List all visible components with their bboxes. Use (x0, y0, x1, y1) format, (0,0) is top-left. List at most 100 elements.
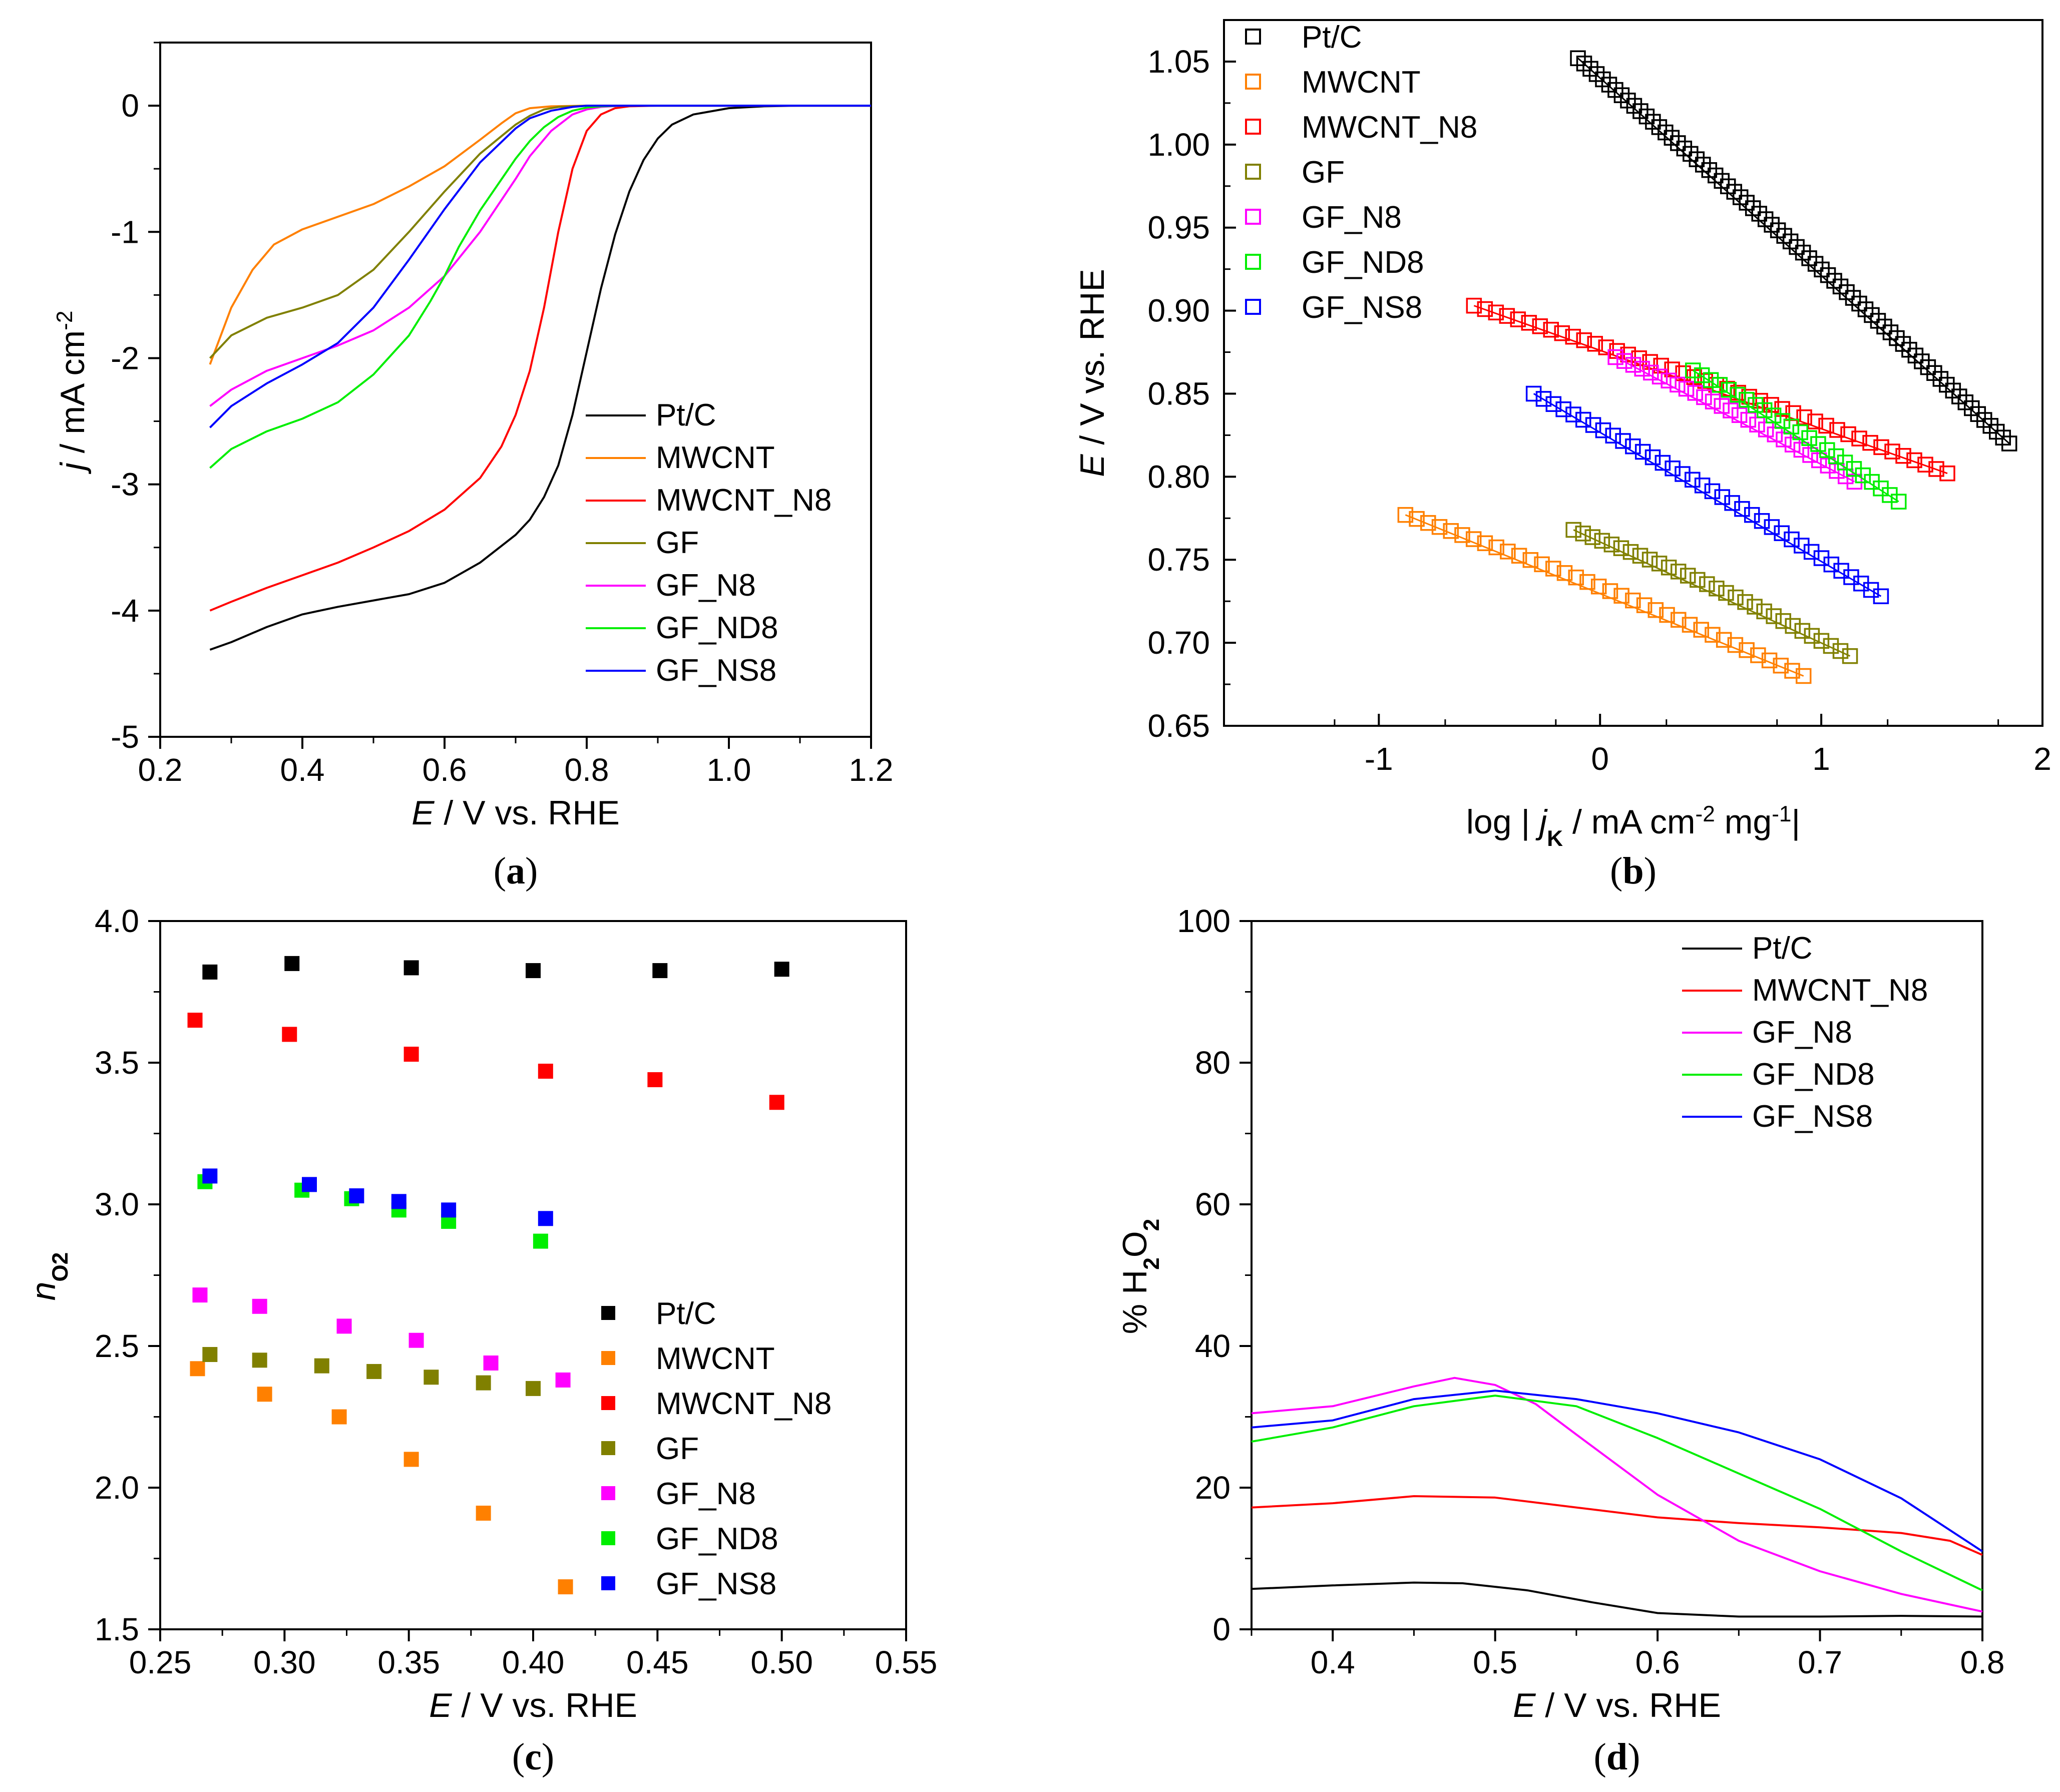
y-tick-label: -3 (111, 467, 139, 503)
y-tick-label: 1.5 (95, 1611, 139, 1647)
point-gf-n8 (1758, 421, 1774, 437)
x-tick-label: 0.6 (1635, 1644, 1680, 1680)
curve-pt-c (209, 105, 871, 651)
point-gf (1565, 522, 1581, 538)
legend-label-gf-nd8: GF_ND8 (656, 1522, 778, 1556)
point-mwcnt-n8 (538, 1063, 553, 1079)
point-gf-n8 (483, 1355, 499, 1371)
point-gf-nd8 (1685, 362, 1701, 378)
x-tick-label: 0.8 (565, 752, 609, 788)
point-gf-ns8 (391, 1194, 406, 1209)
point-gf-ns8 (1625, 438, 1641, 455)
point-gf (1775, 613, 1791, 629)
point-mwcnt (1522, 552, 1539, 568)
legend-label-gf: GF (656, 1432, 699, 1466)
y-tick-label: 0 (121, 88, 139, 124)
point-gf (1661, 559, 1677, 576)
y-axis-label-part: 2 (1139, 1219, 1164, 1231)
legend-marker-gf-n8 (601, 1486, 615, 1500)
point-gf-n8 (1678, 380, 1695, 397)
point-mwcnt-n8 (1576, 332, 1592, 348)
panel-caption-part: ( (494, 850, 506, 892)
x-tick-label: 0.55 (875, 1644, 938, 1680)
legend-marker-mwcnt (601, 1351, 615, 1365)
y-tick-label: 2.5 (95, 1328, 139, 1364)
legend-label-gf-n8: GF_N8 (656, 568, 756, 603)
x-axis-label-part: E (1513, 1686, 1536, 1724)
point-gf-n8 (555, 1372, 571, 1388)
curve-mwcnt-n8 (1251, 1495, 1983, 1556)
x-axis-label: E / V vs. RHE (429, 1686, 637, 1724)
fit-line-gf (1573, 529, 1851, 657)
legend-label-pt-c: Pt/C (656, 398, 716, 432)
legend-label-mwcnt-n8: MWCNT_N8 (1302, 110, 1477, 145)
x-axis-label-part: / V vs. RHE (452, 1686, 637, 1724)
point-mwcnt-n8 (1466, 297, 1482, 314)
panel-c-chart: 0.25 0.30 0.35 0.40 0.45 0.50 0.55 1.5 2.0 2.5 3.0… (25, 903, 937, 1778)
point-mwcnt (1716, 632, 1732, 648)
panel-caption-part: c (525, 1736, 542, 1778)
point-mwcnt (476, 1505, 491, 1521)
legend-label-gf-nd8: GF_ND8 (656, 611, 778, 645)
y-axis-label: j / mA cm-2 (53, 311, 92, 475)
x-tick-label: 0.4 (1311, 1644, 1355, 1680)
x-tick-label: 0.5 (1473, 1644, 1517, 1680)
x-tick-label: 0.45 (626, 1644, 689, 1680)
fit-line-gf-ns8 (1533, 393, 1882, 597)
x-tick-label: 1.0 (707, 752, 751, 788)
point-mwcnt (1659, 607, 1675, 623)
point-gf (1575, 526, 1591, 542)
legend-marker-gf-n8 (1245, 209, 1261, 225)
point-mwcnt (1705, 627, 1721, 643)
point-gf-n8 (1687, 385, 1703, 401)
point-gf (1832, 643, 1849, 659)
point-mwcnt-n8 (1587, 336, 1603, 352)
y-tick-label: 20 (1195, 1470, 1230, 1506)
y-axis-label-part: % H (1116, 1270, 1154, 1334)
legend-label-gf: GF (656, 526, 699, 560)
legend-label-gf-ns8: GF_NS8 (656, 653, 776, 688)
x-axis-label: E / V vs. RHE (411, 794, 620, 832)
point-gf-nd8 (1748, 397, 1764, 413)
point-mwcnt-n8 (1917, 457, 1933, 473)
point-gf-ns8 (1535, 391, 1552, 407)
point-mwcnt (1647, 602, 1664, 618)
y-axis-label: nO2 (25, 1252, 73, 1301)
point-gf-n8 (252, 1298, 267, 1314)
point-gf-n8 (1607, 349, 1623, 365)
legend-label-mwcnt-n8: MWCNT_N8 (1752, 973, 1928, 1008)
x-tick-label: 0.25 (129, 1644, 192, 1680)
curve-pt-c (1251, 1581, 1983, 1618)
point-mwcnt (1693, 622, 1709, 638)
x-axis-label-part: / mA cm (1563, 803, 1695, 841)
y-axis-label-part: O (1116, 1231, 1154, 1257)
point-gf-ns8 (1555, 401, 1571, 417)
point-gf-nd8 (1721, 381, 1737, 398)
point-mwcnt (1773, 657, 1789, 674)
point-mwcnt-n8 (403, 1047, 419, 1062)
point-gf-nd8 (533, 1233, 548, 1249)
point-gf (366, 1364, 382, 1379)
point-gf (202, 1347, 218, 1362)
point-mwcnt-n8 (1829, 422, 1845, 438)
point-mwcnt-n8 (647, 1072, 663, 1087)
point-gf (252, 1353, 267, 1368)
legend-marker-gf (601, 1441, 615, 1455)
curve-gf-nd8 (209, 105, 871, 469)
point-mwcnt-n8 (1840, 426, 1856, 442)
legend-marker-pt-c (601, 1306, 615, 1320)
point-gf-ns8 (1665, 461, 1681, 477)
x-tick-label: 0.6 (423, 752, 467, 788)
y-tick-label: -5 (111, 719, 139, 755)
legend-label-gf-ns8: GF_NS8 (656, 1567, 776, 1601)
point-mwcnt (1671, 612, 1687, 628)
point-mwcnt (1397, 507, 1414, 523)
point-mwcnt-n8 (1851, 430, 1867, 446)
y-tick-label: -2 (111, 340, 139, 376)
x-axis-label-part: / V vs. RHE (435, 794, 620, 832)
point-gf-ns8 (1575, 411, 1591, 428)
point-gf-n8 (1714, 398, 1730, 414)
panel-b-chart: -1 0 1 2 0.65 0.70 0.75 0.80 0.85 0.90 0.95 1.00 1.0… (1073, 19, 2051, 892)
x-axis-label-part: E (429, 1686, 452, 1724)
legend-label-gf-n8: GF_N8 (1302, 200, 1402, 235)
